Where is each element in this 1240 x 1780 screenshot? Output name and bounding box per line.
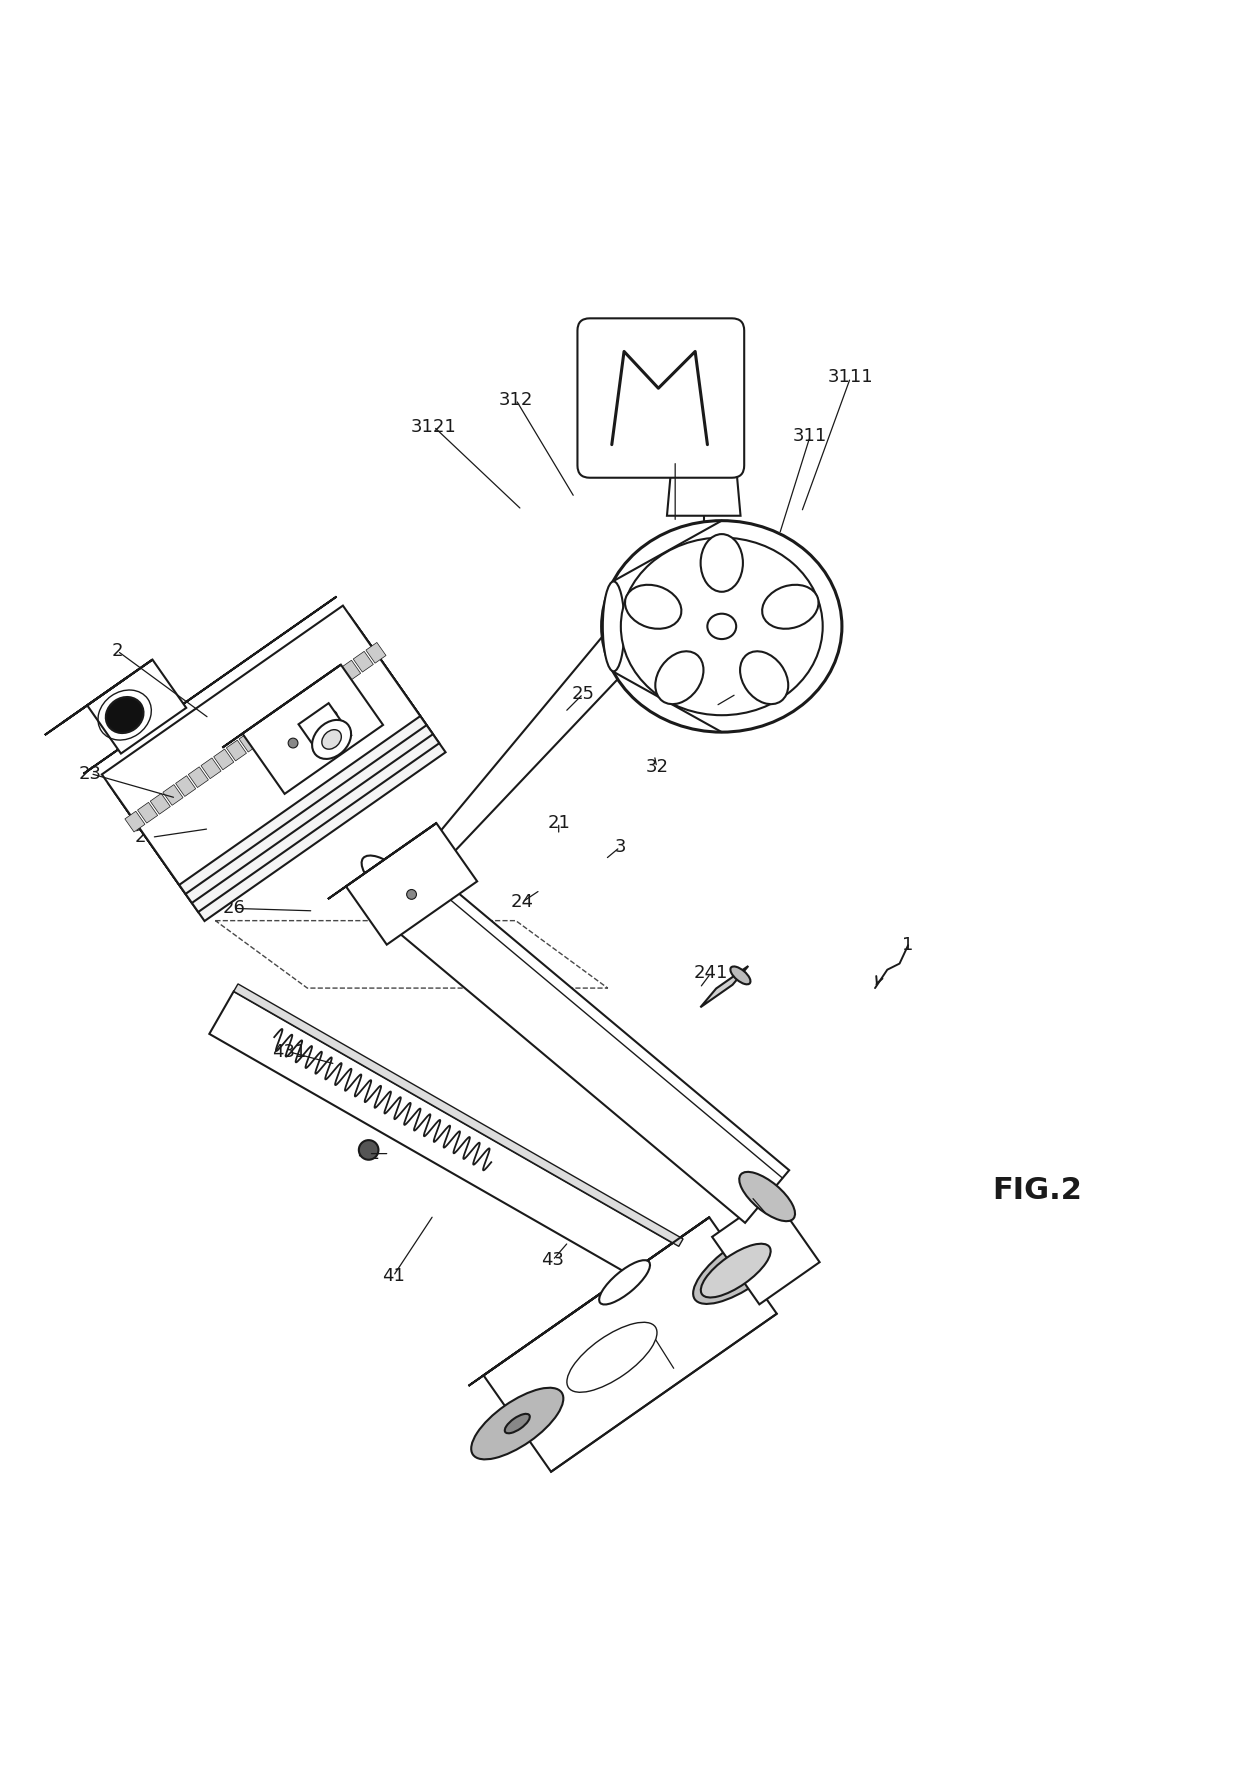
Polygon shape <box>176 776 196 796</box>
Circle shape <box>288 739 298 748</box>
Polygon shape <box>138 803 157 822</box>
Polygon shape <box>108 614 427 894</box>
Text: 4: 4 <box>670 1362 681 1380</box>
Text: 1: 1 <box>903 936 914 954</box>
Polygon shape <box>243 664 383 794</box>
Ellipse shape <box>603 582 625 671</box>
Ellipse shape <box>505 1413 529 1433</box>
Text: 24: 24 <box>511 894 533 911</box>
Text: 3: 3 <box>614 838 626 856</box>
Polygon shape <box>299 703 351 756</box>
Text: 22: 22 <box>755 1205 779 1225</box>
Text: 42: 42 <box>357 1145 381 1162</box>
Polygon shape <box>277 705 298 726</box>
Polygon shape <box>83 596 336 774</box>
Ellipse shape <box>599 1260 650 1305</box>
Polygon shape <box>213 749 234 769</box>
Polygon shape <box>366 643 386 664</box>
Text: 32: 32 <box>645 758 668 776</box>
Text: 33: 33 <box>725 685 748 703</box>
Text: 3121: 3121 <box>410 418 456 436</box>
Polygon shape <box>484 1218 776 1472</box>
Polygon shape <box>327 669 348 691</box>
Polygon shape <box>125 812 145 831</box>
Polygon shape <box>239 732 259 751</box>
Ellipse shape <box>693 1226 792 1305</box>
Polygon shape <box>201 758 221 778</box>
Polygon shape <box>233 984 683 1246</box>
Polygon shape <box>114 623 433 902</box>
Text: FIG.2: FIG.2 <box>992 1177 1081 1205</box>
Polygon shape <box>367 854 789 1223</box>
Polygon shape <box>469 1218 709 1387</box>
Ellipse shape <box>739 1171 795 1221</box>
Text: 431: 431 <box>272 1043 306 1061</box>
Polygon shape <box>120 632 439 911</box>
Polygon shape <box>188 767 208 787</box>
Text: 311: 311 <box>792 427 827 445</box>
Ellipse shape <box>740 651 789 705</box>
Ellipse shape <box>763 586 818 628</box>
Text: 31: 31 <box>663 452 687 470</box>
Ellipse shape <box>707 614 737 639</box>
Circle shape <box>407 890 417 899</box>
Ellipse shape <box>655 651 703 705</box>
Polygon shape <box>162 785 184 805</box>
Ellipse shape <box>362 856 418 904</box>
Text: 312: 312 <box>498 390 533 409</box>
Circle shape <box>358 1141 378 1161</box>
Ellipse shape <box>730 967 750 984</box>
Ellipse shape <box>105 698 144 733</box>
Text: 211: 211 <box>134 828 169 846</box>
Text: 21: 21 <box>547 813 570 831</box>
Polygon shape <box>210 991 678 1289</box>
Polygon shape <box>128 643 445 920</box>
Polygon shape <box>45 676 128 735</box>
Text: 2: 2 <box>112 643 123 660</box>
Polygon shape <box>303 687 322 708</box>
Text: 241: 241 <box>693 965 728 983</box>
Polygon shape <box>264 714 284 735</box>
Polygon shape <box>102 605 420 885</box>
Text: 25: 25 <box>572 685 595 703</box>
Polygon shape <box>216 920 608 988</box>
Polygon shape <box>87 660 186 753</box>
Polygon shape <box>222 664 341 748</box>
Circle shape <box>327 710 337 721</box>
Ellipse shape <box>701 534 743 591</box>
Ellipse shape <box>701 1244 770 1298</box>
Text: 26: 26 <box>222 899 246 917</box>
Polygon shape <box>346 822 477 945</box>
Polygon shape <box>701 967 748 1007</box>
Ellipse shape <box>621 538 822 716</box>
Polygon shape <box>658 429 734 447</box>
Polygon shape <box>290 696 310 717</box>
Ellipse shape <box>601 520 842 732</box>
Polygon shape <box>667 447 740 516</box>
Ellipse shape <box>312 719 351 758</box>
Polygon shape <box>150 794 170 813</box>
Ellipse shape <box>471 1388 563 1460</box>
Polygon shape <box>327 822 436 899</box>
Polygon shape <box>252 723 272 742</box>
Polygon shape <box>353 651 373 673</box>
Text: 43: 43 <box>541 1251 564 1269</box>
Polygon shape <box>62 660 153 723</box>
Polygon shape <box>712 1194 820 1305</box>
Polygon shape <box>227 740 247 760</box>
Ellipse shape <box>322 730 341 749</box>
Text: 41: 41 <box>382 1267 404 1285</box>
FancyBboxPatch shape <box>578 319 744 477</box>
Polygon shape <box>341 660 361 682</box>
Text: 3111: 3111 <box>827 368 873 386</box>
Text: 23: 23 <box>79 765 102 783</box>
Polygon shape <box>315 678 335 700</box>
Ellipse shape <box>625 586 682 628</box>
